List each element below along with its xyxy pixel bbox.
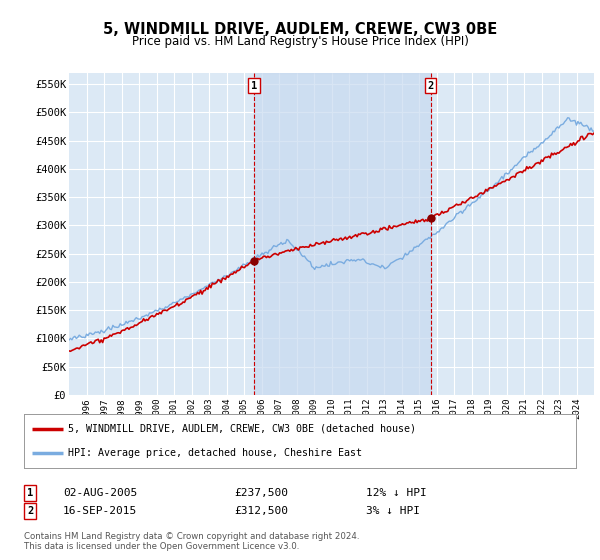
Text: 16-SEP-2015: 16-SEP-2015: [63, 506, 137, 516]
Text: 5, WINDMILL DRIVE, AUDLEM, CREWE, CW3 0BE: 5, WINDMILL DRIVE, AUDLEM, CREWE, CW3 0B…: [103, 22, 497, 38]
Text: HPI: Average price, detached house, Cheshire East: HPI: Average price, detached house, Ches…: [68, 448, 362, 458]
Text: 3% ↓ HPI: 3% ↓ HPI: [366, 506, 420, 516]
Text: 12% ↓ HPI: 12% ↓ HPI: [366, 488, 427, 498]
Text: 2: 2: [27, 506, 33, 516]
Text: 2: 2: [428, 81, 434, 91]
Text: 1: 1: [251, 81, 257, 91]
Text: 1: 1: [27, 488, 33, 498]
Text: Price paid vs. HM Land Registry's House Price Index (HPI): Price paid vs. HM Land Registry's House …: [131, 35, 469, 48]
Bar: [254, 73, 431, 395]
Text: £237,500: £237,500: [234, 488, 288, 498]
Text: 02-AUG-2005: 02-AUG-2005: [63, 488, 137, 498]
Text: £312,500: £312,500: [234, 506, 288, 516]
Text: Contains HM Land Registry data © Crown copyright and database right 2024.
This d: Contains HM Land Registry data © Crown c…: [24, 532, 359, 552]
Text: 5, WINDMILL DRIVE, AUDLEM, CREWE, CW3 0BE (detached house): 5, WINDMILL DRIVE, AUDLEM, CREWE, CW3 0B…: [68, 424, 416, 434]
